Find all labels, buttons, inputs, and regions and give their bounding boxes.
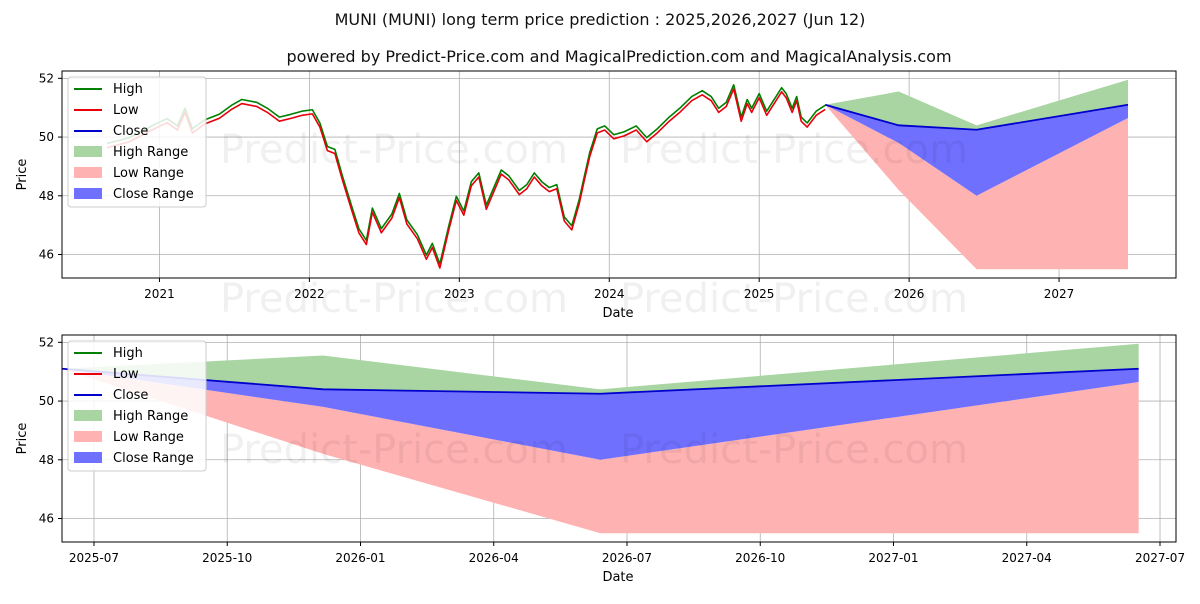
x-tick-label: 2026-01 <box>335 551 385 565</box>
legend-box <box>67 340 207 472</box>
x-tick-label: 2026-04 <box>469 551 519 565</box>
plot-area <box>106 79 1129 270</box>
legend-label: Low Range <box>113 430 184 445</box>
legend-label: High <box>113 346 143 361</box>
legend: High Low Close High Range Low Range Close Ran… <box>67 76 207 208</box>
x-tick-label: 2026-10 <box>735 551 785 565</box>
x-tick-label: 2026 <box>894 287 925 301</box>
x-tick-label: 2027 <box>1044 287 1075 301</box>
y-axis-label: Price <box>15 423 30 455</box>
legend-swatch <box>74 431 102 442</box>
y-axis-label: Price <box>15 159 30 191</box>
legend-label: Low <box>113 367 139 382</box>
legend-swatch <box>74 188 102 199</box>
x-tick-label: 2021 <box>144 287 175 301</box>
x-tick-label: 2022 <box>294 287 325 301</box>
legend-swatch <box>74 452 102 463</box>
watermark-text: Predict-Price.com <box>620 276 968 322</box>
x-axis-label: Date <box>602 306 633 321</box>
plot-frame <box>61 70 1177 279</box>
watermark-text: Predict-Price.com <box>220 127 568 173</box>
x-tick-label: 2025 <box>744 287 775 301</box>
legend-label: High Range <box>113 409 188 424</box>
x-tick-label: 2025-10 <box>202 551 252 565</box>
high-line <box>106 84 826 265</box>
watermark-text: Predict-Price.com <box>220 427 568 473</box>
x-tick-label: 2027-07 <box>1135 551 1185 565</box>
y-tick-label: 46 <box>39 248 54 262</box>
low-range-area <box>62 368 1139 534</box>
watermark-text: Predict-Price.com <box>620 127 968 173</box>
x-tick-label: 2026-07 <box>602 551 652 565</box>
x-tick-label: 2023 <box>444 287 475 301</box>
close-line <box>824 103 1129 131</box>
y-tick-label: 48 <box>39 189 54 203</box>
y-tick-label: 50 <box>39 130 54 144</box>
y-tick-label: 52 <box>39 71 54 85</box>
legend-swatch <box>74 146 102 157</box>
legend-label: Close Range <box>113 187 194 202</box>
x-tick-label: 2027-01 <box>868 551 918 565</box>
x-tick-label: 2024 <box>594 287 625 301</box>
y-tick-label: 46 <box>39 512 54 526</box>
plot-frame <box>61 334 1177 543</box>
legend-label: Close <box>113 124 148 139</box>
low-line <box>106 88 826 269</box>
close-range-area <box>62 368 1139 460</box>
legend-swatch <box>74 167 102 178</box>
close-range-area <box>825 104 1129 196</box>
legend-swatch <box>74 410 102 421</box>
y-tick-label: 52 <box>39 335 54 349</box>
legend-label: Low <box>113 103 139 118</box>
legend-label: High Range <box>113 145 188 160</box>
x-axis-label: Date <box>602 570 633 585</box>
low-range-area <box>825 104 1129 270</box>
panel-forecast-zoom: Predict-Price.com Predict-Price.com 2025-0… <box>15 334 1185 585</box>
legend: High Low Close High Range Low Range Close Ran… <box>67 340 207 472</box>
x-tick-label: 2025-07 <box>69 551 119 565</box>
legend-label: High <box>113 82 143 97</box>
y-tick-label: 48 <box>39 453 54 467</box>
legend-label: Low Range <box>113 166 184 181</box>
legend-box <box>67 76 207 208</box>
watermark-text: Predict-Price.com <box>620 427 968 473</box>
legend-label: Close Range <box>113 451 194 466</box>
chart-subtitle: powered by Predict-Price.com and Magical… <box>286 47 951 66</box>
x-tick-label: 2027-04 <box>1002 551 1052 565</box>
y-tick-label: 50 <box>39 394 54 408</box>
plot-area <box>62 343 1139 534</box>
chart-title: MUNI (MUNI) long term price prediction :… <box>335 10 866 29</box>
legend-label: Close <box>113 388 148 403</box>
panel-history-and-forecast: Predict-Price.com Predict-Price.com Predic… <box>15 70 1177 322</box>
watermark-text: Predict-Price.com <box>220 276 568 322</box>
